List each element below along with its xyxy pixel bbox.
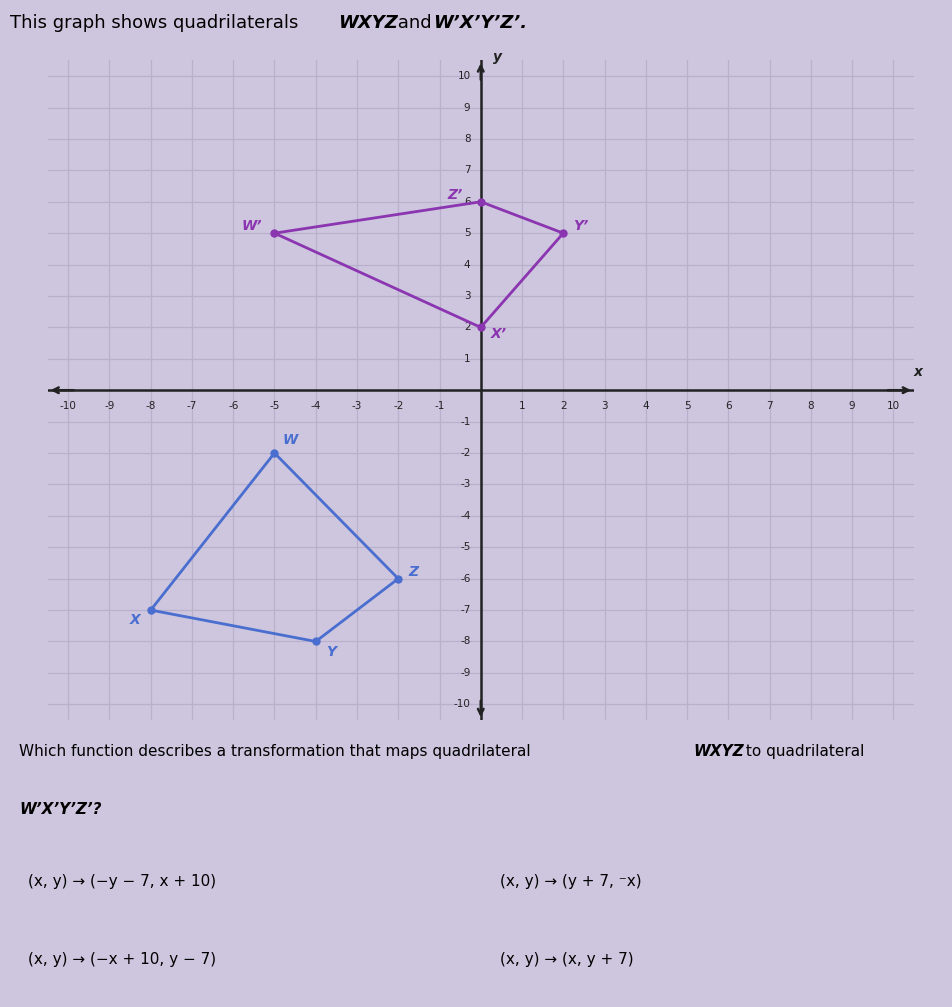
Text: 6: 6 xyxy=(464,196,470,206)
Text: This graph shows quadrilaterals: This graph shows quadrilaterals xyxy=(10,14,304,31)
Text: 5: 5 xyxy=(684,401,690,411)
Text: Which function describes a transformation that maps quadrilateral: Which function describes a transformatio… xyxy=(19,744,535,759)
Text: Z: Z xyxy=(408,565,419,579)
Text: WXYZ: WXYZ xyxy=(694,744,744,759)
Text: and: and xyxy=(392,14,438,31)
Text: 9: 9 xyxy=(849,401,855,411)
Text: W’X’Y’Z’.: W’X’Y’Z’. xyxy=(433,14,527,31)
Text: 8: 8 xyxy=(807,401,814,411)
Text: Y: Y xyxy=(326,644,336,659)
Text: W’: W’ xyxy=(242,220,262,233)
Text: -8: -8 xyxy=(460,636,470,646)
Text: (x, y) → (x, y + 7): (x, y) → (x, y + 7) xyxy=(500,952,633,967)
Text: -10: -10 xyxy=(60,401,77,411)
Text: 1: 1 xyxy=(519,401,526,411)
Text: -8: -8 xyxy=(146,401,156,411)
Text: -3: -3 xyxy=(460,479,470,489)
Text: W: W xyxy=(283,433,298,447)
Text: Z’: Z’ xyxy=(447,187,463,201)
Text: 7: 7 xyxy=(766,401,773,411)
Text: y: y xyxy=(493,50,502,64)
Text: -5: -5 xyxy=(460,542,470,552)
Text: (x, y) → (−y − 7, x + 10): (x, y) → (−y − 7, x + 10) xyxy=(29,874,216,889)
Text: WXYZ: WXYZ xyxy=(338,14,398,31)
Text: -6: -6 xyxy=(460,574,470,584)
Text: x: x xyxy=(914,366,922,380)
Text: -5: -5 xyxy=(269,401,280,411)
Text: 3: 3 xyxy=(464,291,470,301)
Text: 3: 3 xyxy=(602,401,607,411)
Text: 4: 4 xyxy=(464,260,470,270)
Text: Y’: Y’ xyxy=(573,220,589,233)
Text: to quadrilateral: to quadrilateral xyxy=(741,744,864,759)
Text: (x, y) → (y + 7, ⁻x): (x, y) → (y + 7, ⁻x) xyxy=(500,874,642,889)
Text: -2: -2 xyxy=(460,448,470,458)
Text: 9: 9 xyxy=(464,103,470,113)
Text: 1: 1 xyxy=(464,353,470,364)
Text: -1: -1 xyxy=(434,401,445,411)
Text: -10: -10 xyxy=(453,699,470,709)
Text: 10: 10 xyxy=(457,71,470,82)
Text: (x, y) → (−x + 10, y − 7): (x, y) → (−x + 10, y − 7) xyxy=(29,952,216,967)
Text: -7: -7 xyxy=(460,605,470,615)
Text: -9: -9 xyxy=(105,401,114,411)
Text: 4: 4 xyxy=(643,401,649,411)
Text: 6: 6 xyxy=(725,401,731,411)
Text: -1: -1 xyxy=(460,417,470,427)
Text: -9: -9 xyxy=(460,668,470,678)
Text: -2: -2 xyxy=(393,401,404,411)
Text: X: X xyxy=(130,613,141,627)
Text: -4: -4 xyxy=(460,511,470,521)
Text: -7: -7 xyxy=(187,401,197,411)
Text: -4: -4 xyxy=(310,401,321,411)
Text: W’X’Y’Z’?: W’X’Y’Z’? xyxy=(19,802,102,817)
Text: -3: -3 xyxy=(352,401,362,411)
Text: 8: 8 xyxy=(464,134,470,144)
Text: 2: 2 xyxy=(560,401,566,411)
Text: 7: 7 xyxy=(464,165,470,175)
Text: 2: 2 xyxy=(464,322,470,332)
Text: 5: 5 xyxy=(464,229,470,239)
Text: 10: 10 xyxy=(886,401,900,411)
Text: -6: -6 xyxy=(228,401,238,411)
Text: X’: X’ xyxy=(491,327,507,341)
